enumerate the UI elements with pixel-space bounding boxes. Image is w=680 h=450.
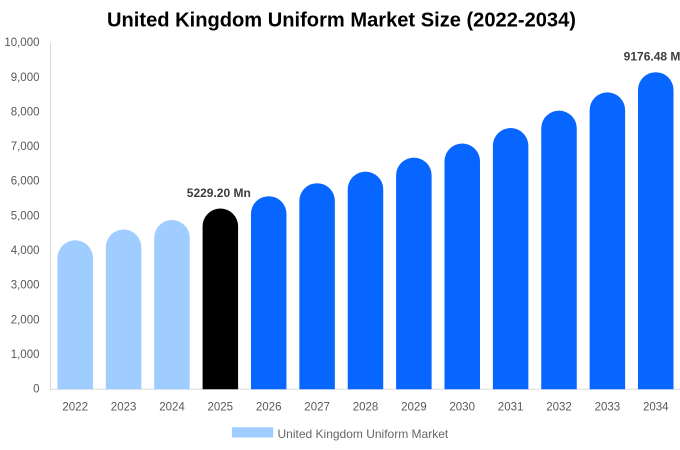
svg-text:9,000: 9,000 (11, 72, 40, 84)
svg-text:5,000: 5,000 (11, 210, 40, 222)
svg-text:2026: 2026 (256, 402, 282, 414)
svg-text:0: 0 (33, 384, 39, 396)
svg-text:2031: 2031 (498, 402, 524, 414)
svg-text:2030: 2030 (449, 402, 475, 414)
svg-text:2022: 2022 (62, 402, 88, 414)
svg-text:4,000: 4,000 (11, 245, 40, 257)
svg-text:2029: 2029 (401, 402, 427, 414)
svg-text:2023: 2023 (111, 402, 137, 414)
svg-text:8,000: 8,000 (11, 106, 40, 118)
svg-text:1,000: 1,000 (11, 349, 40, 361)
svg-text:2034: 2034 (643, 402, 669, 414)
svg-text:2033: 2033 (595, 402, 621, 414)
svg-text:2024: 2024 (159, 402, 185, 414)
svg-text:10,000: 10,000 (4, 37, 39, 49)
svg-text:2032: 2032 (546, 402, 572, 414)
svg-text:2028: 2028 (353, 402, 379, 414)
svg-text:United Kingdom Uniform Market: United Kingdom Uniform Market Size (2022… (107, 10, 576, 32)
svg-text:3,000: 3,000 (11, 280, 40, 292)
svg-text:2027: 2027 (304, 402, 330, 414)
svg-text:5229.20 Mn: 5229.20 Mn (187, 186, 251, 200)
svg-text:6,000: 6,000 (11, 176, 40, 188)
svg-text:9176.48 Mn: 9176.48 Mn (624, 49, 680, 63)
svg-text:2,000: 2,000 (11, 314, 40, 326)
svg-text:United Kingdom Uniform Market: United Kingdom Uniform Market (278, 427, 449, 441)
svg-text:2025: 2025 (208, 402, 234, 414)
svg-text:7,000: 7,000 (11, 141, 40, 153)
